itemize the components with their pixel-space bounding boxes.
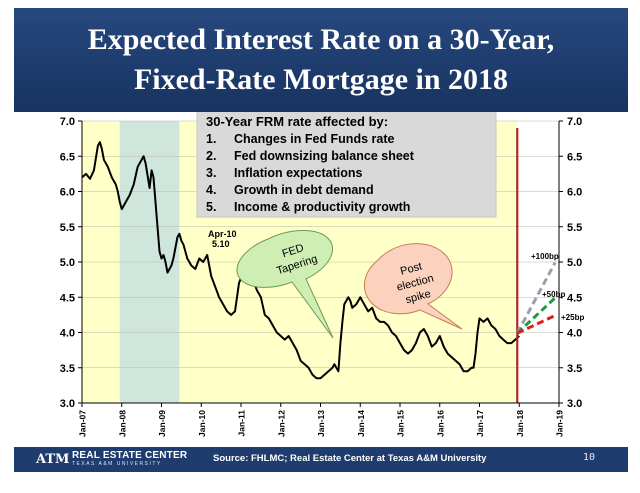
footer-bar: ATM REAL ESTATE CENTER TEXAS A&M UNIVERS…: [14, 447, 628, 472]
y-tick-label-left: 5.0: [60, 257, 75, 269]
factor-text-4: Growth in debt demand: [234, 183, 374, 197]
factor-text-2: Fed downsizing balance sheet: [234, 149, 415, 163]
y-tick-label-right: 4.0: [567, 328, 582, 340]
apr10-annotation: Apr-10 5.10: [208, 229, 237, 249]
x-tick-label: Jan-19: [555, 410, 565, 437]
apr10-value: 5.10: [212, 239, 230, 249]
y-tick-labels-left: 3.0 3.5 4.0 4.5 5.0 5.5 6.0 6.5 7.0: [60, 116, 75, 410]
x-tick-label: Jan-12: [276, 410, 286, 437]
x-tick-label: Jan-14: [356, 410, 366, 437]
factor-text-1: Changes in Fed Funds rate: [234, 132, 394, 146]
x-tick-labels: Jan-07 Jan-08 Jan-09 Jan-10 Jan-11 Jan-12 Jan-…: [78, 403, 565, 437]
factor-num-1: 1.: [206, 132, 216, 146]
mortgage-rate-chart: 3.03.54.04.55.05.56.06.57.0 3.03.54.04.5…: [60, 112, 584, 437]
y-tick-label-left: 4.0: [60, 328, 75, 340]
y-tick-label-right: 3.0: [567, 398, 582, 410]
factor-num-3: 3.: [206, 166, 216, 180]
x-tick-label: Jan-11: [237, 410, 247, 437]
x-tick-label: Jan-13: [316, 410, 326, 437]
x-tick-label: Jan-15: [396, 410, 406, 437]
fed-tapering-bubble: [236, 230, 334, 339]
factors-heading: 30-Year FRM rate affected by:: [206, 114, 388, 129]
y-tick-label-left: 7.0: [60, 116, 75, 128]
fed-tapering-callout: FED Tapering: [236, 230, 334, 339]
page-number: 10: [583, 452, 596, 463]
post-election-bubble: [363, 243, 463, 330]
org-name: REAL ESTATE CENTER: [72, 450, 188, 461]
x-tick-label: Jan-09: [157, 410, 167, 437]
x-tick-label: Jan-07: [78, 410, 88, 437]
y-tick-label-right: 6.5: [567, 151, 582, 163]
tamu-logo-icon: ATM: [36, 452, 70, 467]
factor-text-5: Income & productivity growth: [234, 200, 410, 214]
y-tick-label-left: 4.5: [60, 292, 75, 304]
x-tick-label: Jan-17: [475, 410, 485, 437]
post-election-line-1: Post: [399, 260, 423, 277]
label-plus-100bp: +100bp: [531, 252, 559, 261]
factor-num-5: 5.: [206, 200, 216, 214]
factors-box: 30-Year FRM rate affected by: 1. Changes…: [196, 112, 497, 218]
projection-plus-100bp: [515, 261, 557, 334]
x-tick-label: Jan-16: [435, 410, 445, 437]
apr10-label: Apr-10: [208, 229, 237, 239]
series-line-30yr-frm: [81, 141, 520, 380]
factor-num-4: 4.: [206, 183, 216, 197]
y-tick-label-right: 3.5: [567, 363, 582, 375]
x-tick-label: Jan-18: [515, 410, 525, 437]
x-tick-label: Jan-10: [197, 410, 207, 437]
label-plus-25bp: +25bp: [561, 313, 584, 322]
factor-text-3: Inflation expectations: [234, 166, 363, 180]
y-tick-label-right: 5.5: [567, 222, 582, 234]
factors-box-bg: [196, 112, 497, 218]
y-tick-label-right: 4.5: [567, 292, 582, 304]
y-tick-label-left: 3.0: [60, 398, 75, 410]
slide-title-line-2: Fixed-Rate Mortgage in 2018: [133, 63, 509, 96]
slide-title-line-1: Expected Interest Rate on a 30-Year,: [87, 23, 555, 56]
factor-num-2: 2.: [206, 149, 216, 163]
x-tick-label: Jan-08: [117, 410, 127, 437]
org-subname: TEXAS A&M UNIVERSITY: [72, 461, 162, 467]
y-tick-label-left: 5.5: [60, 222, 75, 234]
post-election-callout: Post election spike: [363, 243, 463, 330]
y-tick-label-right: 7.0: [567, 116, 582, 128]
series-layer: [81, 128, 557, 403]
source-note: Source: FHLMC; Real Estate Center at Tex…: [213, 453, 487, 464]
y-tick-labels-right: 3.0 3.5 4.0 4.5 5.0 5.5 6.0 6.5 7.0: [567, 116, 582, 410]
y-tick-label-left: 3.5: [60, 363, 75, 375]
y-tick-label-right: 6.0: [567, 187, 582, 199]
y-tick-label-left: 6.5: [60, 151, 75, 163]
slide-footer: ATM REAL ESTATE CENTER TEXAS A&M UNIVERS…: [0, 447, 640, 493]
projection-plus-25bp: [516, 314, 556, 335]
y-tick-label-left: 6.0: [60, 187, 75, 199]
title-banner: Expected Interest Rate on a 30-Year, Fix…: [14, 8, 628, 112]
y-tick-label-right: 5.0: [567, 257, 582, 269]
label-plus-50bp: +50bp: [542, 290, 565, 299]
projection-plus-50bp: [516, 296, 557, 335]
